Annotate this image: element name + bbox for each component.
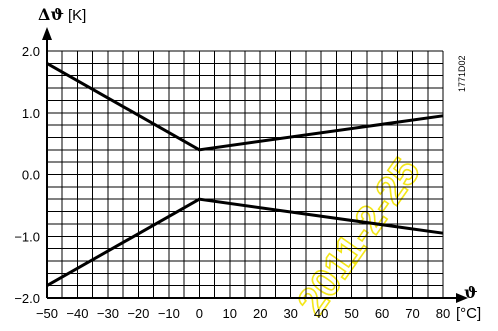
y-tick-label: −2.0 [14, 291, 40, 306]
x-tick-label: 30 [283, 306, 297, 321]
x-axis-symbol: ϑ [464, 283, 478, 302]
x-tick-label: 10 [223, 306, 237, 321]
x-tick-label: 20 [253, 306, 267, 321]
figure-code: 1771D02 [457, 55, 467, 92]
x-tick-label: 0 [196, 306, 203, 321]
axes [42, 27, 468, 303]
y-axis-unit: [K] [68, 7, 86, 24]
series-line-1 [46, 62, 444, 152]
y-tick-label: 0.0 [22, 168, 40, 183]
x-tick-label: 80 [436, 306, 450, 321]
x-tick-label: −20 [127, 306, 149, 321]
x-axis-title: ϑ [°C] [456, 283, 481, 322]
x-tick-label: 60 [375, 306, 389, 321]
x-tick-label: 70 [405, 306, 419, 321]
x-tick-label: 40 [314, 306, 328, 321]
x-tick-label: −30 [97, 306, 119, 321]
y-tick-labels: 2.0 1.0 0.0 −1.0 −2.0 [14, 44, 40, 306]
x-tick-label: −40 [66, 306, 88, 321]
series-lines [46, 62, 444, 287]
x-tick-labels: −50 −40 −30 −20 −10 0 10 20 30 40 50 60 70 80 [36, 306, 450, 321]
y-tick-label: 1.0 [22, 106, 40, 121]
x-axis-unit: [°C] [456, 305, 481, 322]
y-tick-label: −1.0 [14, 229, 40, 244]
x-tick-label: 50 [344, 306, 358, 321]
x-tick-label: −50 [36, 306, 58, 321]
x-axis-arrow [456, 293, 468, 303]
series-line-2 [46, 197, 444, 287]
x-tick-label: −10 [158, 306, 180, 321]
grid [46, 50, 444, 299]
y-axis-symbol: Δϑ [38, 5, 64, 24]
y-axis-arrow [42, 27, 52, 40]
y-axis-title: Δϑ [K] [38, 5, 86, 24]
y-tick-label: 2.0 [22, 44, 40, 59]
